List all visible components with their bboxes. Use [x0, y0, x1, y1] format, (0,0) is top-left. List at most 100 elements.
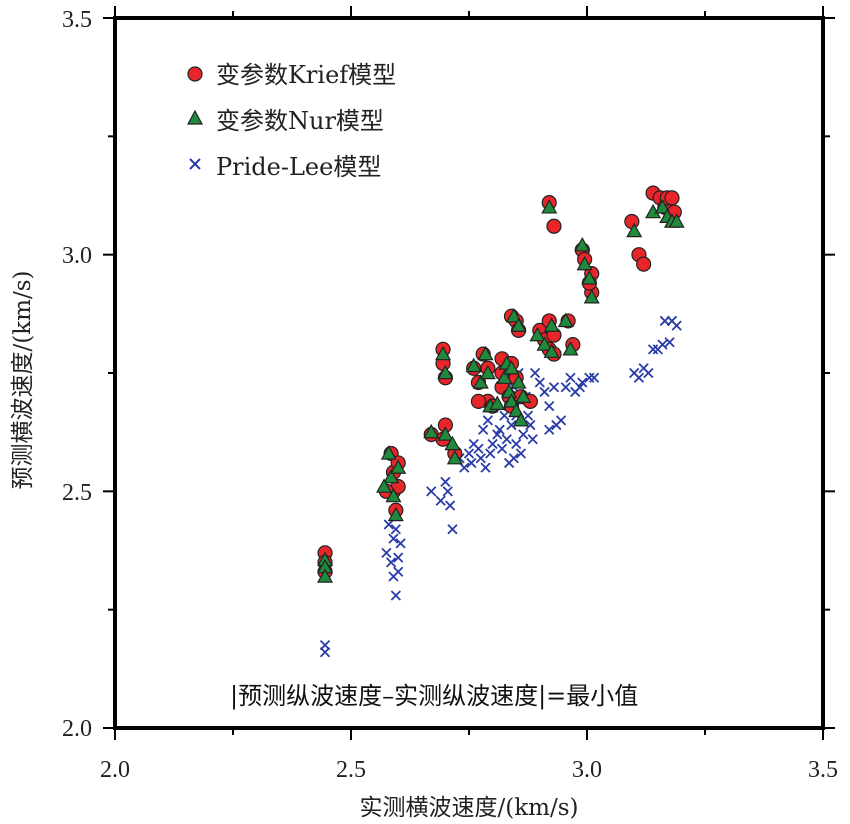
x-tick-labels: 2.0 2.5 3.0 3.5: [100, 757, 838, 783]
legend-label: 变参数Nur模型: [216, 107, 384, 135]
nur-point: [626, 222, 643, 238]
pride-lee-point: [527, 434, 538, 445]
nur-point: [503, 393, 520, 408]
nur-point: [446, 449, 463, 465]
chart-annotation: |预测纵波速度–实测纵波速度|=最小值: [230, 682, 638, 711]
nur-point: [383, 468, 400, 484]
pride-lee-point: [496, 443, 508, 454]
pride-lee-point: [447, 524, 458, 535]
nur-point: [536, 336, 553, 351]
nur-point: [510, 317, 527, 332]
pride-lee-point: [647, 344, 659, 355]
data-series: [317, 185, 685, 658]
nur-point: [505, 307, 522, 323]
nur-point: [496, 369, 513, 384]
pride-lee-point: [478, 424, 489, 435]
x-tick-label: 2.5: [336, 757, 366, 783]
nur-point: [543, 317, 560, 332]
pride-lee-point: [501, 434, 512, 445]
krief-point: [546, 218, 562, 234]
pride-lee-point: [633, 372, 645, 383]
pride-lee-point: [388, 533, 399, 544]
pride-lee-point: [548, 382, 560, 393]
legend-label: 变参数Krief模型: [216, 61, 396, 89]
series-triangle: [317, 199, 685, 583]
nur-point: [541, 199, 558, 214]
legend: 变参数Krief模型 变参数Nur模型 Pride-Lee模型: [186, 61, 396, 181]
nur-point: [654, 199, 671, 214]
pride-lee-point: [442, 486, 453, 497]
nur-point: [529, 326, 546, 342]
pride-lee-point: [482, 415, 494, 426]
nur-point: [503, 360, 520, 375]
y-tick-labels: 2.0 2.5 3.0 3.5: [62, 7, 92, 742]
nur-point: [508, 402, 525, 418]
legend-cross-marker: [189, 158, 201, 170]
nur-point: [477, 345, 494, 361]
nur-point: [510, 374, 527, 389]
pride-lee-point: [475, 453, 486, 464]
pride-lee-point: [440, 476, 451, 488]
krief-point: [636, 256, 652, 272]
nur-point: [380, 445, 397, 460]
nur-point: [465, 357, 482, 373]
legend-item-nur: 变参数Nur模型: [186, 107, 384, 135]
pride-lee-point: [544, 400, 555, 412]
pride-lee-point: [515, 448, 527, 459]
legend-item-krief: 变参数Krief模型: [187, 61, 396, 89]
pride-lee-point: [444, 500, 456, 511]
pride-lee-point: [381, 547, 392, 559]
nur-point: [515, 388, 532, 403]
pride-lee-point: [534, 377, 545, 388]
nur-point: [583, 289, 600, 304]
pride-lee-point: [480, 462, 491, 473]
pride-lee-point: [518, 429, 529, 440]
pride-lee-point: [390, 524, 401, 535]
krief-point: [470, 393, 487, 409]
y-tick-label: 2.5: [62, 480, 92, 506]
x-tick-label: 3.0: [572, 757, 602, 783]
pride-lee-point: [463, 448, 475, 459]
nur-point: [668, 213, 685, 228]
nur-point: [437, 364, 454, 380]
pride-lee-point: [319, 647, 331, 658]
nur-point: [435, 345, 452, 361]
nur-point: [576, 255, 593, 271]
pride-lee-point: [555, 415, 567, 426]
pride-lee-point: [390, 590, 401, 601]
pride-lee-point: [473, 443, 484, 454]
pride-lee-point: [499, 410, 510, 421]
x-tick-label: 2.0: [100, 757, 130, 783]
nur-point: [387, 506, 404, 522]
y-tick-label: 3.0: [62, 243, 92, 269]
pride-lee-point: [383, 519, 394, 530]
pride-lee-point: [435, 495, 446, 506]
nur-point: [385, 487, 402, 503]
legend-circle-marker: [187, 66, 203, 82]
pride-lee-point: [506, 419, 517, 431]
pride-lee-point: [657, 339, 668, 350]
nur-point: [423, 423, 440, 439]
pride-lee-point: [529, 367, 541, 379]
pride-lee-point: [539, 386, 550, 398]
pride-lee-point: [544, 424, 555, 435]
nur-point: [317, 568, 334, 583]
pride-lee-point: [565, 372, 576, 383]
pride-lee-point: [522, 410, 534, 421]
pride-lee-point: [525, 419, 536, 431]
nur-point: [376, 478, 393, 493]
pride-lee-point: [577, 377, 588, 388]
pride-lee-point: [494, 424, 505, 435]
pride-lee-point: [393, 552, 404, 563]
krief-point: [664, 190, 680, 206]
pride-lee-point: [466, 457, 477, 469]
nur-point: [557, 312, 574, 328]
pride-lee-point: [395, 538, 406, 549]
axis-ticks: [103, 6, 835, 740]
nur-point: [562, 341, 579, 356]
pride-lee-point: [485, 448, 496, 459]
pride-lee-point: [459, 462, 470, 473]
y-tick-label: 3.5: [62, 7, 92, 33]
pride-lee-point: [511, 438, 522, 450]
